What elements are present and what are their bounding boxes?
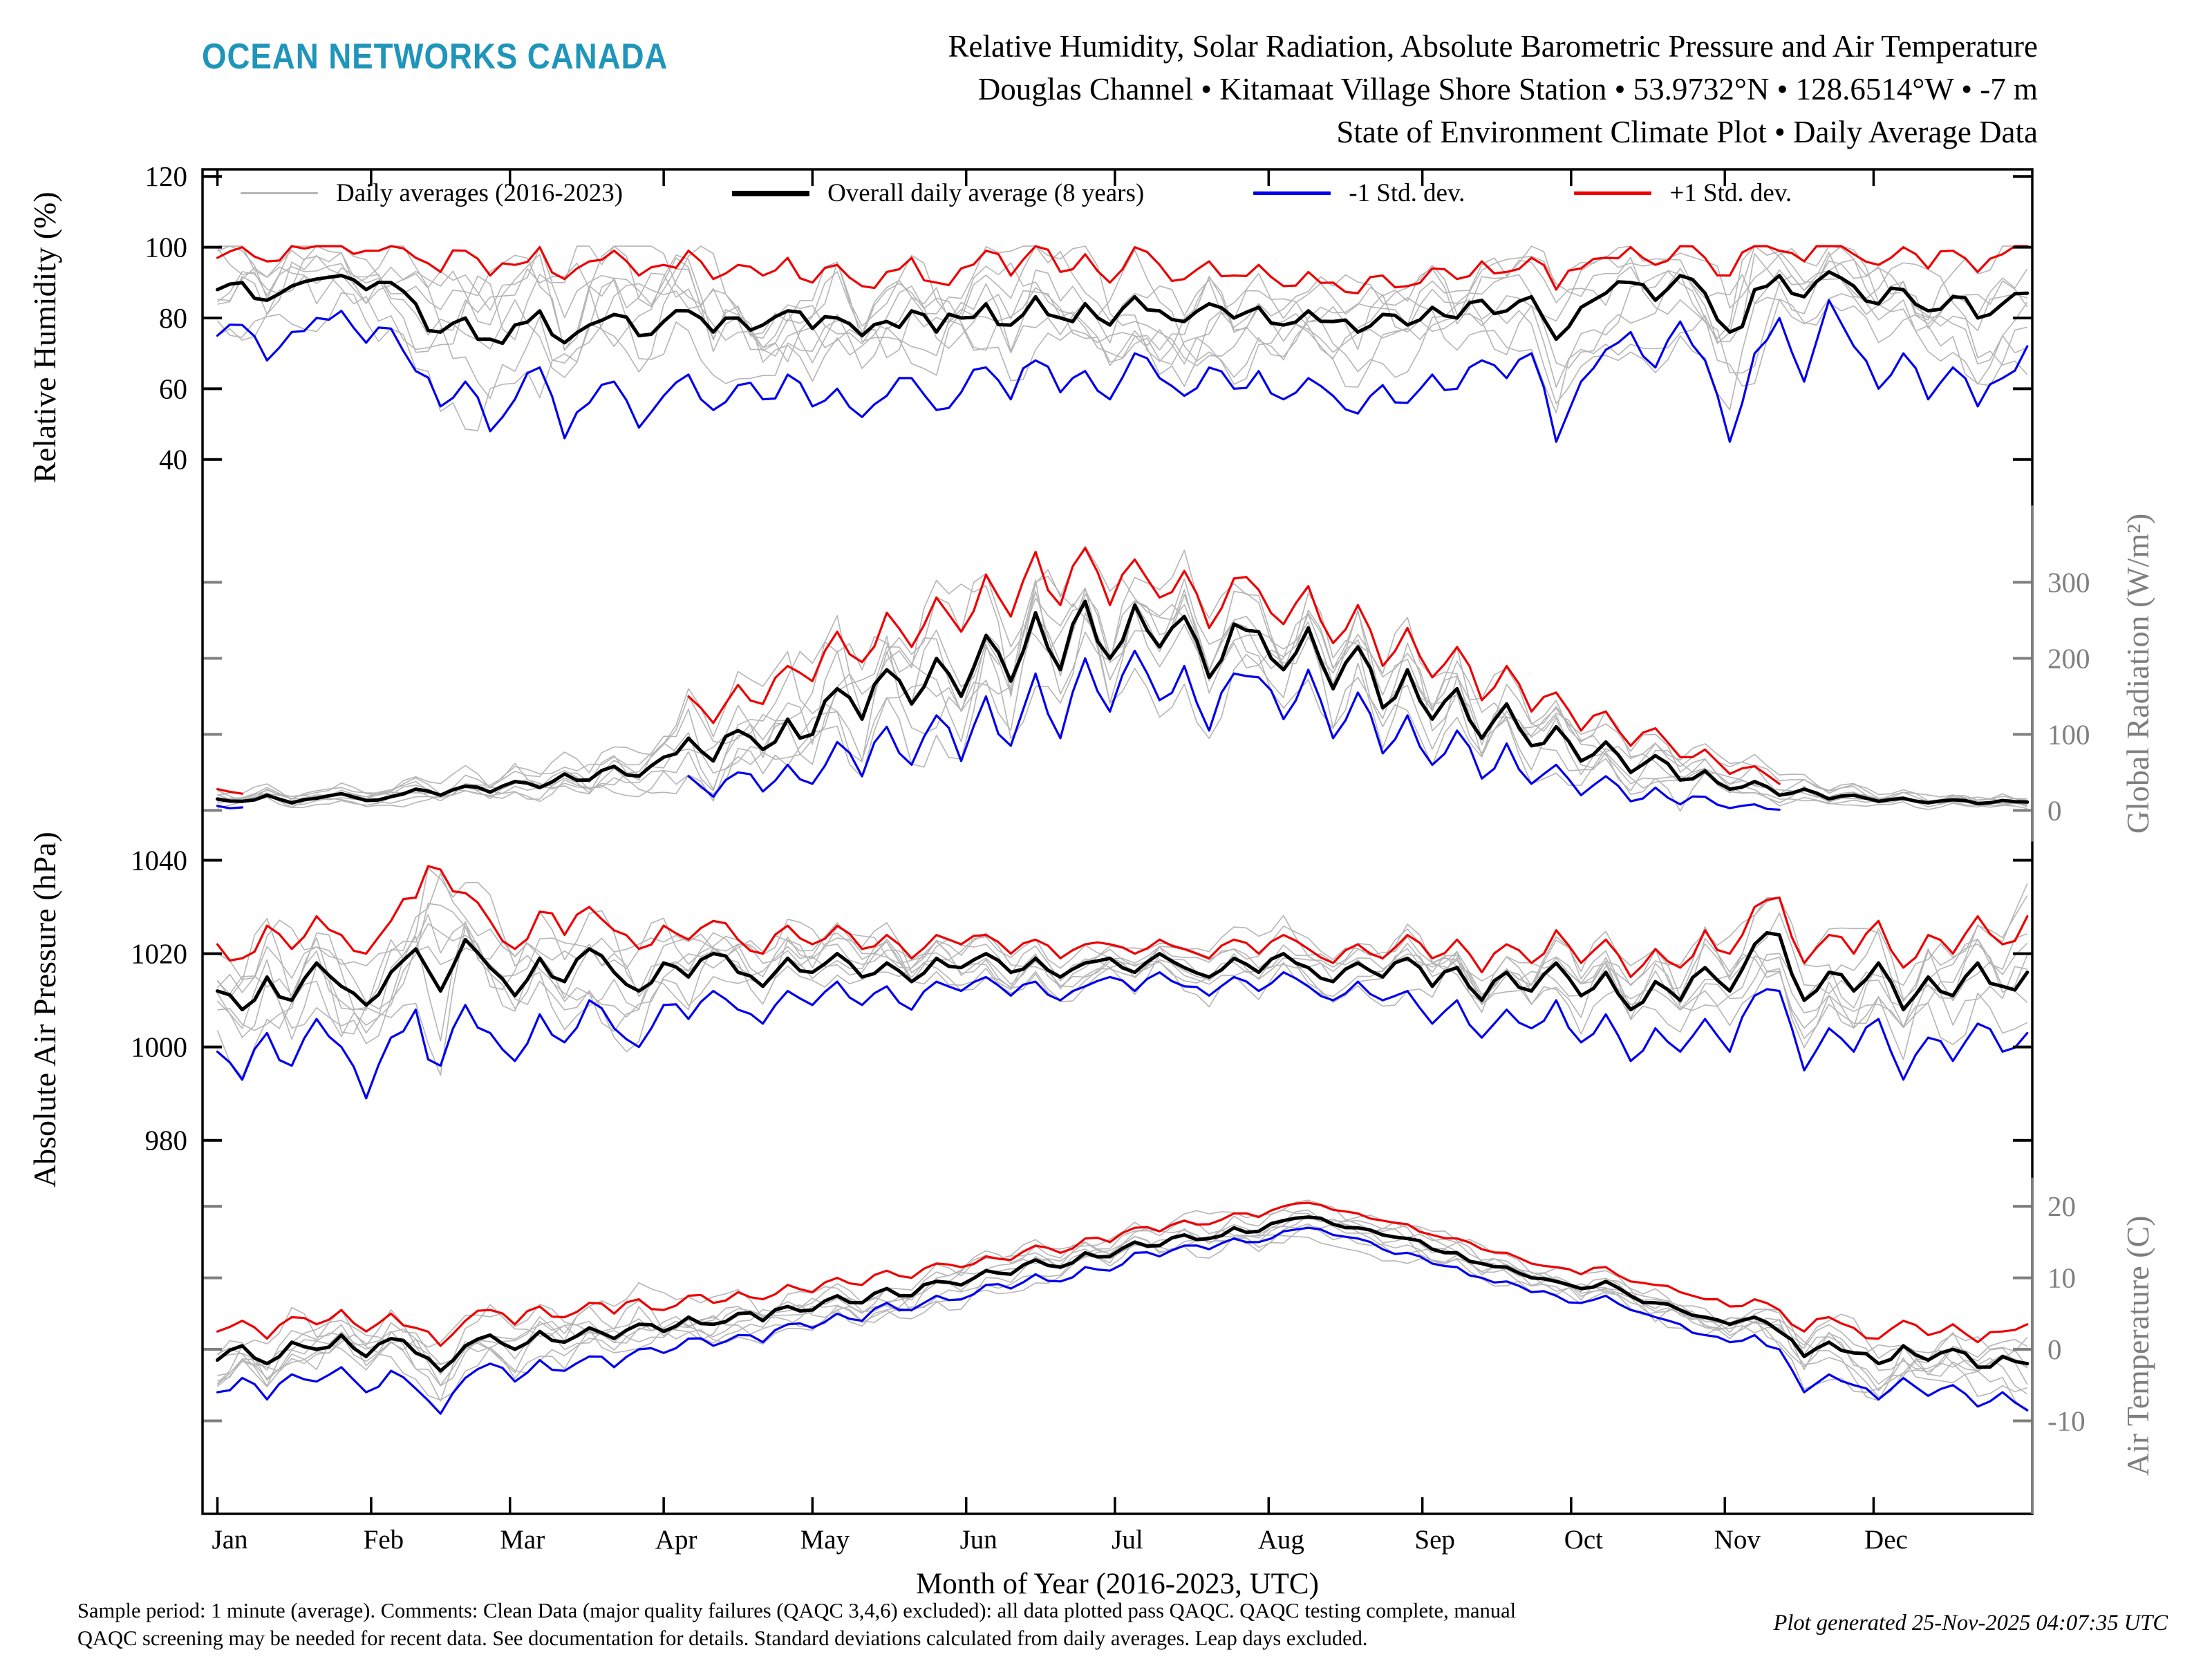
plot-generated-timestamp: Plot generated 25-Nov-2025 04:07:35 UTC (1773, 1611, 2168, 1635)
month-label-Mar: Mar (500, 1525, 545, 1555)
y-tick-label: 100 (145, 232, 188, 263)
y-tick-label: 0 (2047, 1333, 2062, 1365)
legend-line-swatch (1574, 191, 1652, 195)
year-line-2021-relative_humidity (217, 245, 2028, 378)
legend-line-swatch (732, 190, 810, 196)
legend-item-3: +1 Std. dev. (1574, 178, 1792, 208)
footer-comments-line-2: QAQC screening may be needed for recent … (77, 1627, 1368, 1650)
year-line-2022-absolute_air_pressure (216, 868, 2028, 1049)
year-line-2019-relative_humidity (216, 245, 2027, 431)
year-line-2021-global_radiation (217, 590, 2028, 808)
legend-label: Overall daily average (8 years) (827, 179, 1145, 207)
legend-item-2: -1 Std. dev. (1253, 178, 1465, 208)
year-line-2020-air_temperature (217, 1199, 2028, 1402)
month-label-Aug: Aug (1258, 1525, 1304, 1555)
year-line-2022-global_radiation (217, 579, 2027, 803)
year-line-2018-absolute_air_pressure (216, 872, 2028, 1040)
minus-line-air_temperature (216, 1226, 2029, 1415)
y-tick-label: -10 (2047, 1405, 2086, 1437)
y-tick-label: 20 (2047, 1190, 2076, 1222)
y-tick-label: 100 (2047, 718, 2090, 750)
plot-title-line-2: Douglas Channel • Kitamaat Village Shore… (977, 72, 2038, 106)
legend-line-swatch (241, 192, 318, 194)
year-line-2023-air_temperature (216, 1209, 2028, 1412)
plus-line-global_radiation (216, 547, 1781, 795)
legend-label: Daily averages (2016-2023) (336, 179, 624, 207)
y-tick-label: 300 (2047, 566, 2090, 598)
y-tick-label: 120 (145, 160, 188, 192)
legend-label: -1 Std. dev. (1349, 179, 1465, 207)
plus-line-absolute_air_pressure (216, 865, 2029, 978)
year-line-2020-relative_humidity (217, 245, 2028, 387)
year-line-2022-air_temperature (217, 1234, 2028, 1387)
y-tick-label: 1040 (131, 845, 187, 877)
legend: Daily averages (2016-2023) Overall daily … (241, 178, 1792, 208)
y-tick-label: 80 (159, 302, 187, 334)
y-axis-title-air_temperature: Air Temperature (C) (2120, 1216, 2155, 1477)
y-axis-title-global_radiation: Global Radiation (W/m²) (2120, 514, 2155, 834)
y-axis-title-absolute_air_pressure: Absolute Air Pressure (hPa) (27, 832, 62, 1188)
year-line-2019-air_temperature (217, 1209, 2028, 1401)
legend-label: +1 Std. dev. (1669, 179, 1792, 207)
year-line-2023-relative_humidity (217, 245, 2028, 388)
plot-title-line-1: Relative Humidity, Solar Radiation, Abso… (948, 29, 2038, 64)
y-tick-label: 1000 (131, 1031, 187, 1063)
x-axis-title: Month of Year (2016-2023, UTC) (916, 1568, 1319, 1600)
month-label-Jan: Jan (212, 1525, 248, 1555)
month-label-May: May (800, 1525, 850, 1555)
year-line-2018-air_temperature (217, 1216, 2028, 1398)
plus-line-relative_humidity (216, 245, 2029, 294)
y-tick-label: 1020 (131, 938, 187, 970)
y-tick-label: 0 (2047, 794, 2062, 826)
y-tick-label: 40 (159, 444, 187, 476)
minus-line-absolute_air_pressure (216, 971, 2029, 1100)
plus-line-air_temperature (216, 1201, 2029, 1347)
minus-line-relative_humidity (216, 299, 2029, 443)
plot-title-block: Relative Humidity, Solar Radiation, Abso… (948, 25, 2038, 153)
year-line-2017-relative_humidity (217, 245, 2028, 388)
year-line-2019-absolute_air_pressure (217, 897, 2028, 1007)
year-line-2021-absolute_air_pressure (216, 918, 2028, 1060)
month-label-Jun: Jun (960, 1525, 997, 1555)
year-line-2022-relative_humidity (217, 245, 2027, 414)
year-line-2017-global_radiation (217, 588, 2027, 810)
y-tick-label: 200 (2047, 642, 2090, 674)
year-line-2016-absolute_air_pressure (216, 895, 2028, 1078)
year-line-2018-global_radiation (217, 545, 2027, 812)
year-line-2016-air_temperature (216, 1214, 2028, 1395)
y-tick-label: 60 (159, 373, 187, 404)
legend-item-1: Overall daily average (8 years) (732, 178, 1144, 208)
y-tick-label: 10 (2047, 1262, 2076, 1294)
month-label-Apr: Apr (655, 1525, 697, 1555)
legend-item-0: Daily averages (2016-2023) (241, 178, 623, 208)
plot-title-line-3: State of Environment Climate Plot • Dail… (1336, 115, 2038, 149)
footer-comments-line-1: Sample period: 1 minute (average). Comme… (77, 1599, 1517, 1622)
month-label-Dec: Dec (1864, 1525, 1908, 1555)
ocean-networks-canada-logo: OCEAN NETWORKS CANADA (202, 37, 668, 77)
month-label-Oct: Oct (1564, 1525, 1603, 1555)
y-tick-label: 980 (145, 1125, 188, 1156)
month-label-Nov: Nov (1714, 1525, 1761, 1555)
legend-line-swatch (1253, 191, 1331, 195)
mean-line-absolute_air_pressure (216, 930, 2030, 1012)
mean-line-relative_humidity (216, 270, 2030, 346)
month-label-Jul: Jul (1112, 1525, 1143, 1555)
year-line-2023-global_radiation (217, 550, 2028, 807)
y-axis-title-relative_humidity: Relative Humidity (%) (27, 191, 62, 483)
month-label-Feb: Feb (364, 1525, 404, 1555)
mean-line-global_radiation (216, 599, 2030, 805)
footer-comments: Sample period: 1 minute (average). Comme… (77, 1597, 1516, 1652)
mean-line-air_temperature (216, 1215, 2030, 1373)
minus-line-global_radiation (216, 649, 1781, 811)
month-label-Sep: Sep (1414, 1525, 1455, 1555)
